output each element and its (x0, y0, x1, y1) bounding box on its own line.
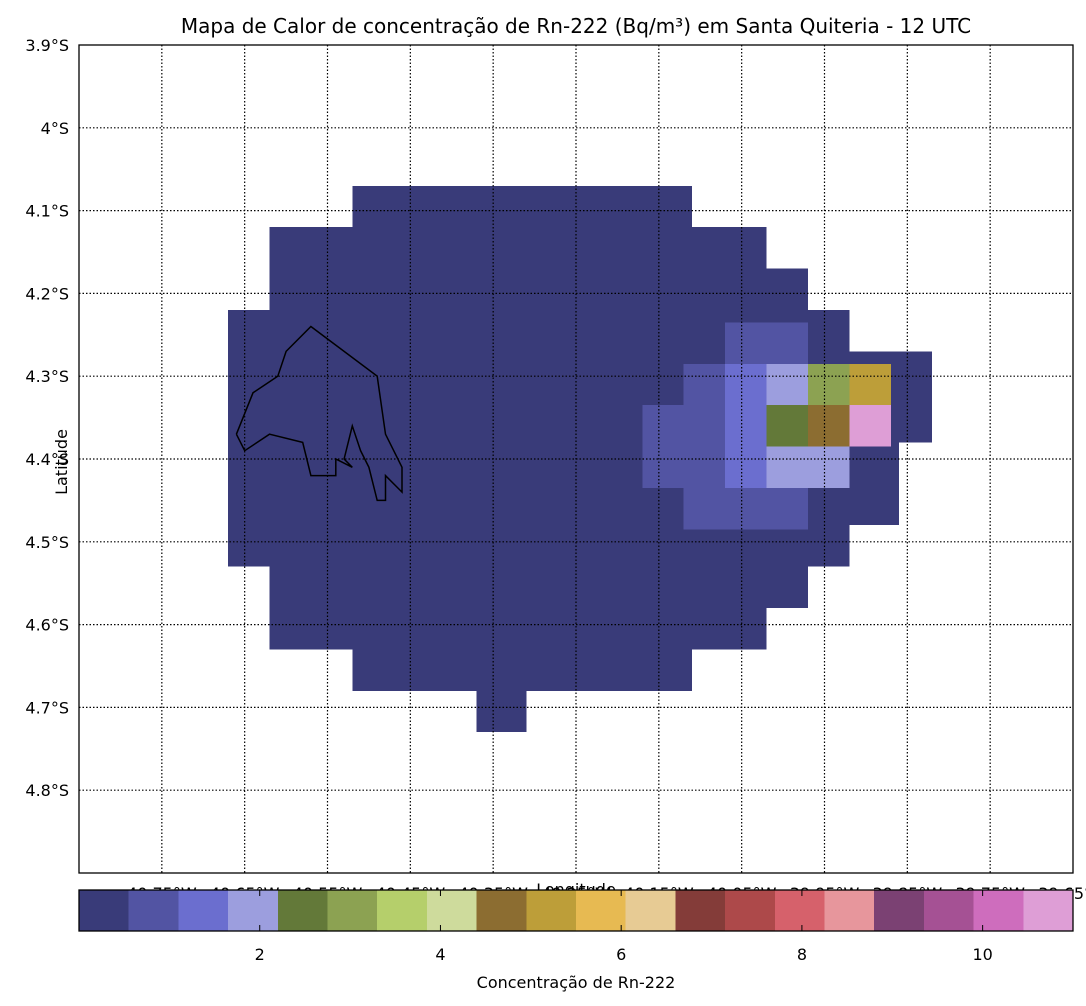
y-tick-label: 4.3°S (25, 367, 69, 386)
colorbar-label: Concentração de Rn-222 (477, 973, 676, 992)
colorbar-tick-label: 2 (255, 945, 265, 964)
heatmap-cell (725, 363, 767, 406)
heatmap-cell (269, 566, 808, 609)
colorbar-swatch (725, 890, 776, 931)
heatmap-cell (352, 185, 692, 228)
heatmap-cell (683, 487, 808, 530)
colorbar-tick-label: 8 (797, 945, 807, 964)
heatmap-cell (269, 608, 767, 650)
colorbar-swatch (128, 890, 179, 931)
colorbar-swatch (426, 890, 477, 931)
heatmap-cell (269, 227, 767, 269)
colorbar-tick-label: 10 (972, 945, 992, 964)
heatmap-cell (766, 446, 808, 488)
y-tick-label: 4.4°S (25, 450, 69, 469)
colorbar-swatch (377, 890, 428, 931)
map-plot-area: 3.9°S 4°S 4.1°S 4.2°S 4.3°S 4.4°S 4.5°S 4.6°S 4.… (25, 36, 1086, 903)
heatmap-cell (725, 322, 808, 364)
colorbar-swatch (973, 890, 1024, 931)
heatmap-cell (642, 446, 726, 488)
heatmap-cell (642, 405, 726, 447)
y-axis-label: Latitude (52, 429, 71, 495)
y-tick-label: 4.6°S (25, 616, 69, 635)
y-tick-label: 4°S (41, 119, 69, 138)
heatmap-cell (228, 525, 850, 567)
colorbar-tick-label: 6 (616, 945, 626, 964)
colorbar-swatch (923, 890, 974, 931)
heatmap-cell (476, 690, 527, 733)
colorbar-tick-label: 4 (435, 945, 445, 964)
heatmap-cell (766, 363, 808, 406)
heatmap-cell (683, 363, 726, 406)
heatmap-cell (766, 405, 808, 447)
y-tick-label: 4.8°S (25, 781, 69, 800)
colorbar-swatch (178, 890, 229, 931)
y-tick-label: 4.1°S (25, 202, 69, 221)
colorbar-swatch (1023, 890, 1074, 931)
colorbar-swatch (228, 890, 279, 931)
heatmap-cell (807, 363, 850, 406)
heatmap-cell (725, 446, 767, 488)
heatmap-cell (849, 363, 891, 406)
colorbar-frame (78, 889, 1074, 932)
colorbar-swatch (526, 890, 577, 931)
colorbar: 2 4 6 8 10 (78, 889, 1074, 964)
y-tick-label: 3.9°S (25, 36, 69, 55)
colorbar-swatch (874, 890, 925, 931)
heatmap-cell (807, 405, 850, 447)
colorbar-swatch (79, 890, 129, 931)
colorbar-swatch (625, 890, 676, 931)
heatmap-cell (807, 446, 850, 488)
y-tick-label: 4.5°S (25, 533, 69, 552)
heatmap-cell (849, 405, 891, 447)
colorbar-swatch (675, 890, 726, 931)
heatmap-cell (352, 649, 692, 691)
y-tick-label: 4.7°S (25, 698, 69, 717)
colorbar-swatch (476, 890, 527, 931)
colorbar-swatch (327, 890, 378, 931)
colorbar-swatch (824, 890, 875, 931)
chart-title: Mapa de Calor de concentração de Rn-222 … (181, 14, 971, 38)
municipality-outline (235, 325, 403, 502)
colorbar-swatch (277, 890, 328, 931)
y-tick-label: 4.2°S (25, 284, 69, 303)
heatmap-cell (269, 268, 808, 310)
plot-frame (78, 44, 1074, 874)
heatmap-cell (725, 405, 767, 447)
colorbar-swatch (576, 890, 626, 931)
colorbar-swatch (774, 890, 825, 931)
